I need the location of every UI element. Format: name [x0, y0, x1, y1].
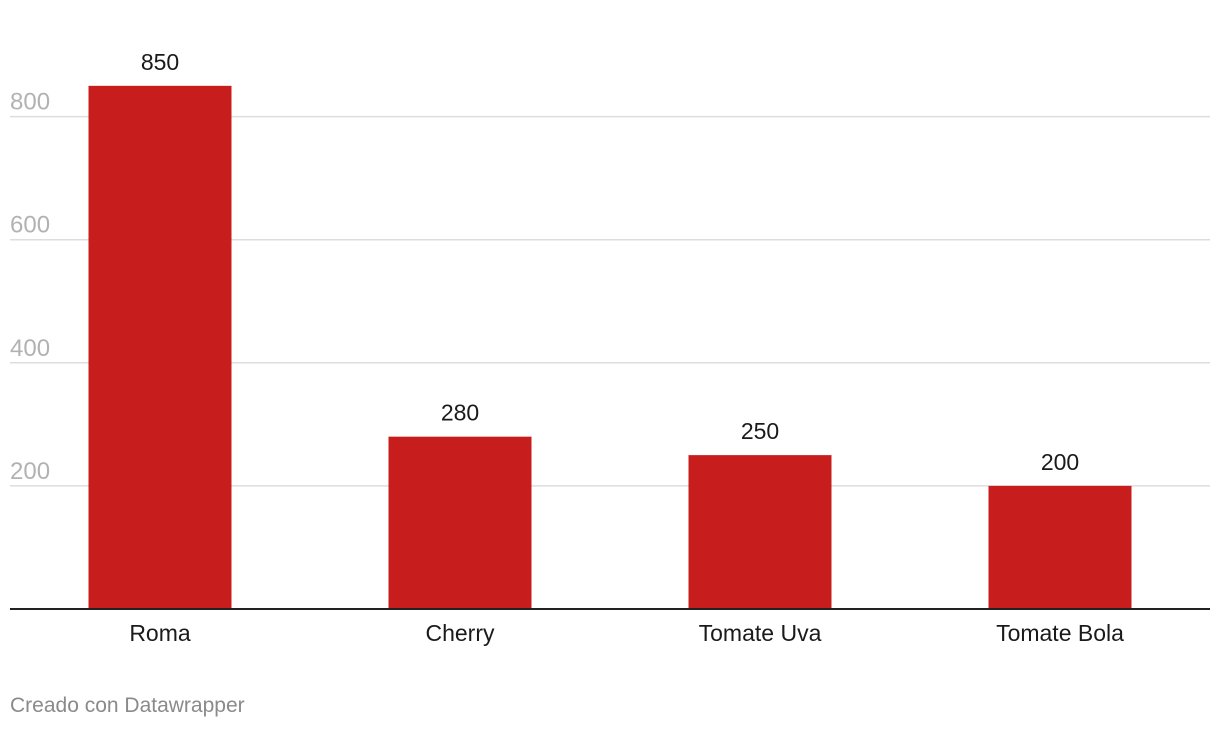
y-tick-label: 400	[10, 335, 50, 362]
bar-roma	[88, 85, 232, 609]
bar-cherry	[388, 436, 532, 609]
bars	[88, 85, 1132, 609]
footer-credit: Creado con Datawrapper	[10, 694, 245, 717]
x-tick-label: Cherry	[425, 620, 495, 646]
x-tick-label: Tomate Uva	[699, 620, 822, 646]
y-axis: 200 400 600 800	[10, 89, 50, 485]
data-label: 850	[141, 49, 179, 75]
data-labels: 850 280 250 200	[141, 49, 1079, 475]
bar-tomate-uva	[688, 455, 832, 609]
data-label: 280	[441, 400, 479, 426]
x-tick-label: Tomate Bola	[996, 620, 1124, 646]
y-tick-label: 800	[10, 89, 50, 116]
y-tick-label: 200	[10, 458, 50, 485]
x-tick-label: Roma	[129, 620, 191, 646]
data-label: 200	[1041, 449, 1079, 475]
bar-tomate-bola	[988, 485, 1132, 609]
y-tick-label: 600	[10, 212, 50, 239]
x-axis: Roma Cherry Tomate Uva Tomate Bola	[129, 620, 1124, 646]
data-label: 250	[741, 418, 779, 444]
